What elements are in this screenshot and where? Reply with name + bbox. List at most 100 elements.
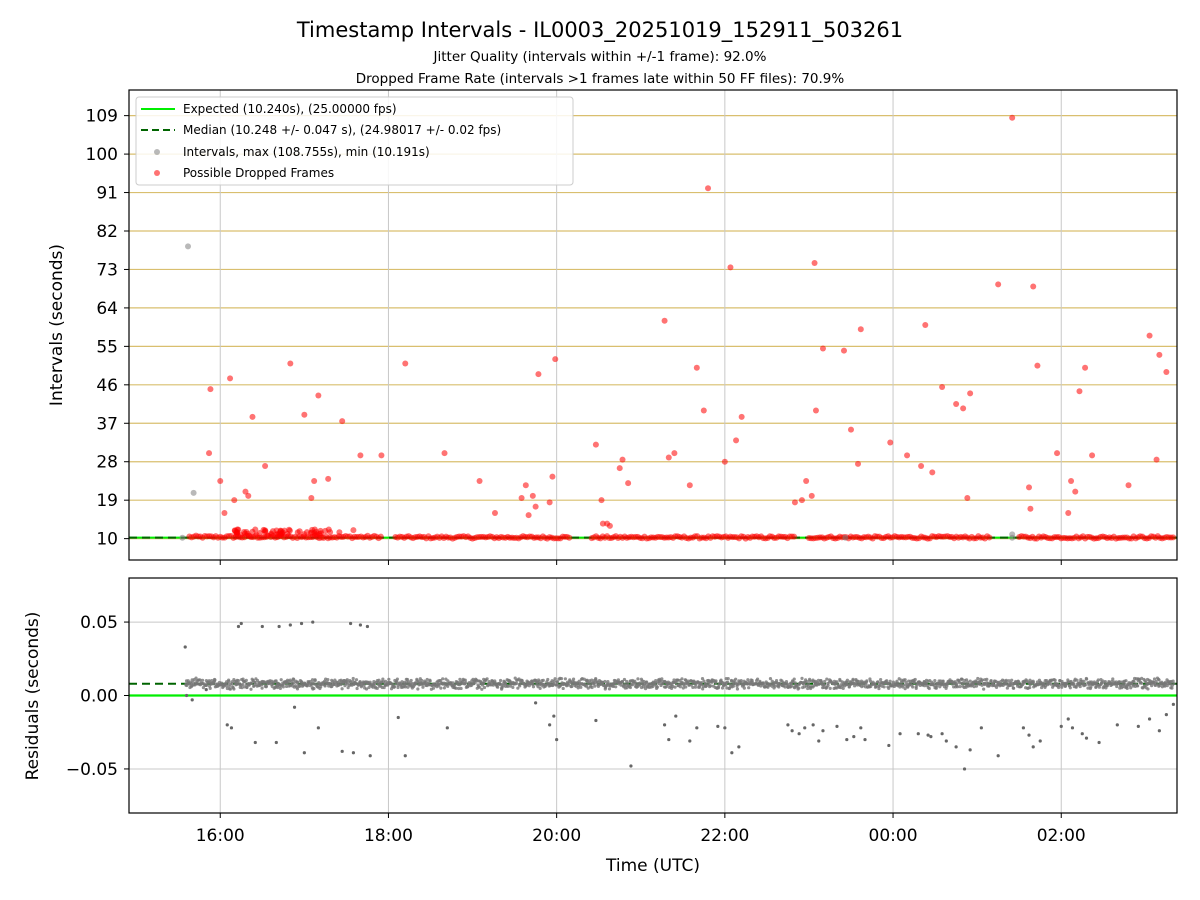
dropped-frame-point xyxy=(221,510,228,516)
residual-point xyxy=(976,676,980,681)
residual-point xyxy=(514,681,519,685)
residual-point xyxy=(1049,682,1053,686)
residual-point xyxy=(446,679,450,683)
intervals-ytick-label: 91 xyxy=(96,184,118,204)
dropped-frame-point xyxy=(296,528,303,535)
residual-point xyxy=(684,685,688,689)
residual-point xyxy=(1080,732,1084,736)
residual-point xyxy=(518,684,522,688)
residual-point xyxy=(719,678,723,682)
residual-point xyxy=(768,677,773,681)
residual-point xyxy=(726,676,730,681)
intervals-points xyxy=(179,114,1177,542)
residual-point xyxy=(351,751,356,755)
residual-point xyxy=(1099,681,1104,685)
residual-point xyxy=(915,683,919,687)
dropped-frame-point xyxy=(231,497,238,504)
residual-point xyxy=(916,732,920,736)
dropped-frame-point xyxy=(207,386,214,393)
residual-point xyxy=(699,681,703,685)
dropped-frame-point xyxy=(308,495,315,502)
residual-point xyxy=(994,685,999,689)
residual-point xyxy=(590,685,594,690)
interval-point xyxy=(190,489,197,496)
residual-point xyxy=(1147,717,1152,721)
xtick-label: 16:00 xyxy=(196,826,245,846)
residual-point xyxy=(1028,685,1032,690)
dropped-frame-point xyxy=(518,495,525,502)
residual-point xyxy=(260,624,264,629)
residual-point xyxy=(1003,682,1007,686)
dropped-frame-point xyxy=(522,482,529,489)
residual-point xyxy=(1097,685,1101,689)
residual-point xyxy=(1014,679,1018,684)
residual-point xyxy=(284,684,289,689)
residuals-ytick-label: −0.05 xyxy=(66,760,118,780)
residual-point xyxy=(506,684,510,688)
intervals-ytick-label: 64 xyxy=(96,299,118,319)
residual-point xyxy=(655,685,660,689)
residual-point xyxy=(295,680,300,684)
residual-point xyxy=(784,679,789,684)
residual-point xyxy=(958,685,962,689)
residual-point xyxy=(622,677,627,682)
residual-point xyxy=(310,678,315,682)
residual-point xyxy=(716,724,720,728)
intervals-ytick-label: 19 xyxy=(96,491,118,511)
intervals-ytick-label: 37 xyxy=(96,414,118,434)
residual-point xyxy=(786,723,790,727)
residual-point xyxy=(927,686,931,691)
residual-point xyxy=(1103,679,1107,684)
residual-point xyxy=(761,681,765,685)
residual-point xyxy=(326,677,330,682)
intervals-ytick-label: 46 xyxy=(96,376,118,396)
dropped-frame-point xyxy=(253,531,260,538)
residual-point xyxy=(1172,682,1176,686)
residual-point xyxy=(689,683,693,687)
residual-point xyxy=(693,685,698,689)
dropped-frame-point xyxy=(535,371,542,378)
dropped-frame-point xyxy=(249,528,256,535)
residual-point xyxy=(817,682,821,686)
residual-point xyxy=(606,680,610,684)
residual-point xyxy=(1007,679,1011,683)
dropped-frame-point xyxy=(491,510,498,516)
residual-point xyxy=(351,676,355,681)
residual-point xyxy=(191,680,195,685)
residual-point xyxy=(675,678,680,682)
residual-point xyxy=(541,678,545,682)
residual-point xyxy=(349,621,353,626)
residual-point xyxy=(288,623,292,627)
residual-point xyxy=(368,680,372,684)
residual-point xyxy=(1083,683,1087,687)
residual-point xyxy=(903,687,907,691)
residual-point xyxy=(800,676,804,680)
dropped-frame-point xyxy=(301,411,308,418)
residual-point xyxy=(477,685,481,689)
residual-point xyxy=(570,684,574,689)
dropped-frame-point xyxy=(532,503,539,510)
dropped-frame-point xyxy=(262,463,269,469)
residual-point xyxy=(300,680,304,685)
residual-point xyxy=(941,679,945,683)
residual-point xyxy=(874,684,878,688)
residual-point xyxy=(817,739,821,743)
residual-point xyxy=(636,677,640,681)
dropped-frame-point xyxy=(546,499,553,506)
residual-point xyxy=(903,678,907,682)
dropped-frame-point xyxy=(476,477,483,484)
dropped-frame-point xyxy=(693,364,700,371)
residual-point xyxy=(511,685,515,690)
residual-point xyxy=(673,685,677,689)
residual-point xyxy=(828,686,832,690)
residual-point xyxy=(735,687,740,691)
residual-point xyxy=(974,684,979,688)
residual-point xyxy=(902,683,906,687)
dropped-frame-point xyxy=(616,465,623,472)
residual-point xyxy=(1118,680,1122,684)
residual-point xyxy=(811,723,815,727)
residual-point xyxy=(1017,681,1021,685)
residual-point xyxy=(731,684,736,688)
residual-point xyxy=(491,683,495,687)
dropped-frame-point xyxy=(671,450,678,457)
